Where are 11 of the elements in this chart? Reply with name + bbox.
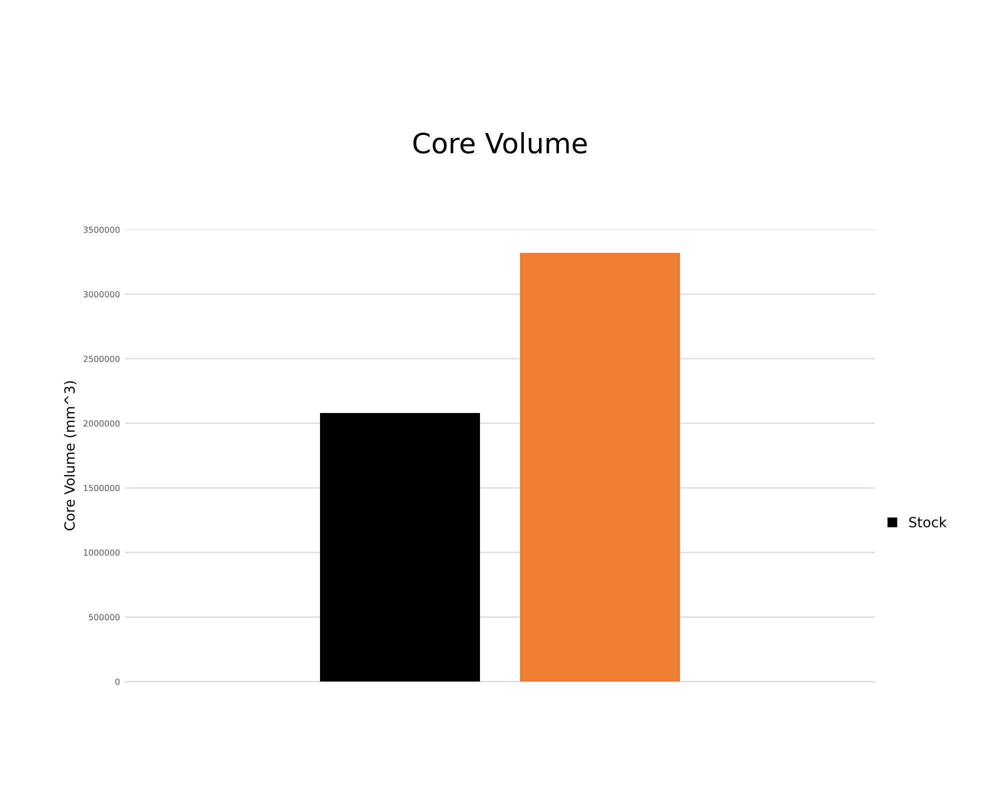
- y-tick-label: 2000000: [84, 420, 120, 427]
- y-tick-label: 2500000: [84, 356, 120, 362]
- y-axis-title: Core Volume (mm^3): [64, 381, 76, 530]
- y-tick-label: 3500000: [84, 226, 120, 233]
- chart-title: Core Volume: [413, 132, 587, 154]
- y-tick-label: 500000: [88, 614, 120, 620]
- y-tick-label: 0: [115, 678, 120, 685]
- y-tick-label: 3000000: [84, 291, 120, 298]
- y-tick-label: 1000000: [84, 549, 120, 556]
- legend-label: Stock: [909, 516, 947, 528]
- y-tick-label: 1500000: [84, 484, 120, 492]
